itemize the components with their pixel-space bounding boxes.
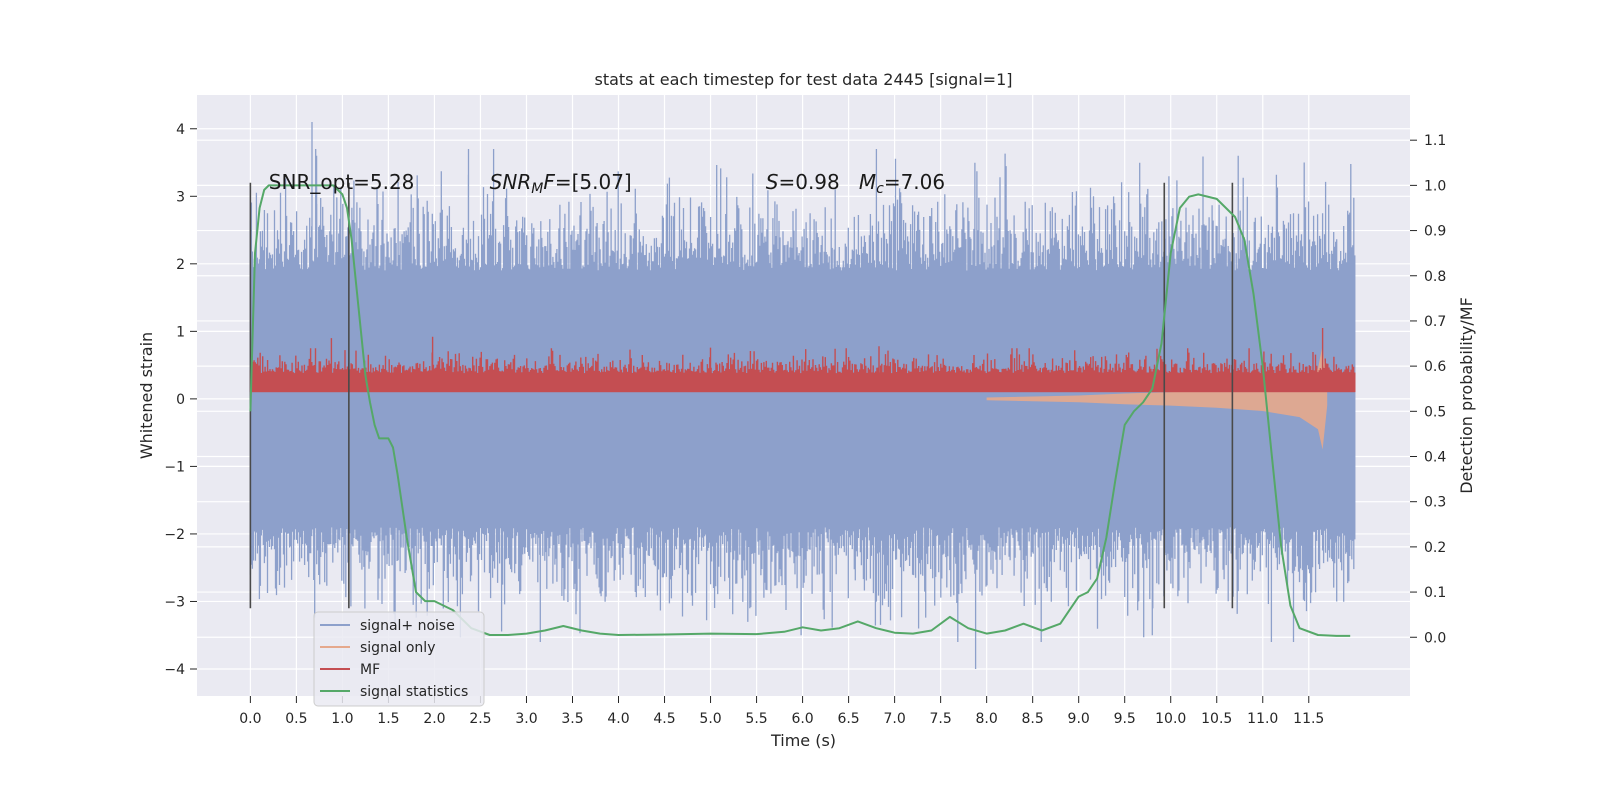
legend-label: signal only [360,640,435,656]
y-axis-label: Whitened strain [137,332,156,459]
x-tick-label: 9.5 [1114,711,1136,727]
x-tick-label: 4.5 [653,711,675,727]
x-axis-label: Time (s) [770,731,836,750]
x-tick-label: 4.0 [607,711,629,727]
y-right-tick-label: 0.0 [1424,630,1446,646]
annotations: SNR_opt=5.28 SNRMF=[5.07] S=0.98 Mc=7.06 [269,170,945,197]
y-right-tick-label: 0.4 [1424,450,1446,466]
x-tick-label: 5.5 [745,711,767,727]
x-tick-label: 3.0 [515,711,537,727]
y-tick-label: 2 [176,257,185,273]
x-tick-label: 7.0 [883,711,905,727]
y-right-tick-label: 0.8 [1424,269,1446,285]
x-tick-label: 9.0 [1068,711,1090,727]
x-tick-label: 1.0 [331,711,353,727]
x-tick-label: 11.0 [1247,711,1278,727]
annotation-s-mc: S=0.98 Mc=7.06 [766,170,945,197]
x-tick-label: 2.0 [423,711,445,727]
y-right-tick-label: 0.7 [1424,314,1446,330]
y-tick-label: −3 [164,594,185,610]
x-tick-label: 10.0 [1155,711,1186,727]
y-axis-left: −4 −3 −2 −1 0 1 2 3 4 [164,122,197,678]
x-tick-label: 0.5 [285,711,307,727]
legend-label: MF [360,662,380,678]
y-right-tick-label: 1.0 [1424,178,1446,194]
annotation-snr-opt: SNR_opt=5.28 [269,170,415,194]
y-right-tick-label: 0.9 [1424,224,1446,240]
y-tick-label: 4 [176,122,185,138]
y-right-tick-label: 1.1 [1424,133,1446,149]
y-right-tick-label: 0.5 [1424,404,1446,420]
legend-box [313,611,485,707]
x-tick-label: 8.5 [1022,711,1044,727]
legend-label: signal+ noise [360,618,455,634]
y-tick-label: −2 [164,527,185,543]
y-tick-label: −1 [164,459,185,475]
x-tick-label: 11.5 [1293,711,1324,727]
x-tick-label: 2.5 [469,711,491,727]
chart-title: stats at each timestep for test data 244… [594,70,1012,89]
y-tick-label: 1 [176,324,185,340]
signal-statistics-line [249,184,1351,637]
x-tick-label: 5.0 [699,711,721,727]
x-tick-label: 0.0 [239,711,261,727]
x-tick-label: 6.0 [791,711,813,727]
x-axis: 0.0 0.5 1.0 1.5 2.0 2.5 3.0 3.5 4.0 4.5 5.0 5.5 6.0 6… [239,696,1324,727]
x-tick-label: 3.5 [561,711,583,727]
signal-only-chirp [986,344,1328,450]
legend: signal+ noise signal only MF signal statist… [313,611,485,707]
annotation-snr-mf: SNRMF=[5.07] [490,170,632,197]
y-axis-right-label: Detection probability/MF [1457,297,1476,494]
legend-label: signal statistics [360,684,468,700]
x-tick-label: 10.5 [1201,711,1232,727]
x-tick-label: 1.5 [377,711,399,727]
y-axis-right: 0.0 0.1 0.2 0.3 0.4 0.5 0.6 0.7 0.8 0.9 1.0 1.1 [1410,133,1446,646]
y-tick-label: −4 [164,662,185,678]
y-right-tick-label: 0.1 [1424,585,1446,601]
y-right-tick-label: 0.6 [1424,359,1446,375]
y-right-tick-label: 0.2 [1424,540,1446,556]
series-signal-statistics [249,184,1351,637]
series-signal-only [986,344,1328,450]
x-tick-label: 8.0 [976,711,998,727]
y-right-tick-label: 0.3 [1424,495,1446,511]
x-tick-label: 7.5 [929,711,951,727]
y-tick-label: 3 [176,189,185,205]
x-tick-label: 6.5 [837,711,859,727]
y-tick-label: 0 [176,392,185,408]
